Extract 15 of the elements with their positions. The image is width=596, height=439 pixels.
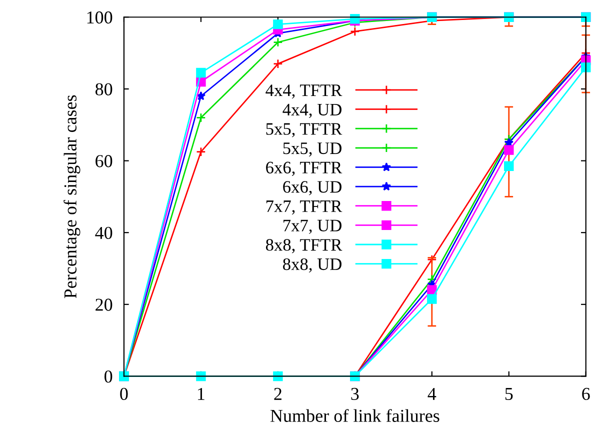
- y-tick-label: 60: [96, 155, 112, 168]
- x-tick-label: 3: [351, 388, 359, 400]
- x-tick-label: 0: [120, 388, 128, 400]
- x-tick-label: 2: [274, 388, 282, 400]
- x-tick-label: 1: [198, 388, 204, 400]
- y-tick-label: 0: [104, 370, 112, 383]
- x-axis-title: Number of link failures: [270, 409, 440, 422]
- y-tick-label: 80: [95, 83, 112, 96]
- x-tick-label: 5: [505, 388, 513, 400]
- x-tick-label: 4: [428, 388, 436, 400]
- y-axis-title: Percentage of singular cases: [64, 95, 80, 298]
- x-tick-label: 6: [582, 388, 590, 400]
- y-tick-label: 100: [87, 11, 112, 24]
- y-tick-label: 20: [96, 298, 112, 311]
- y-tick-label: 40: [95, 226, 112, 240]
